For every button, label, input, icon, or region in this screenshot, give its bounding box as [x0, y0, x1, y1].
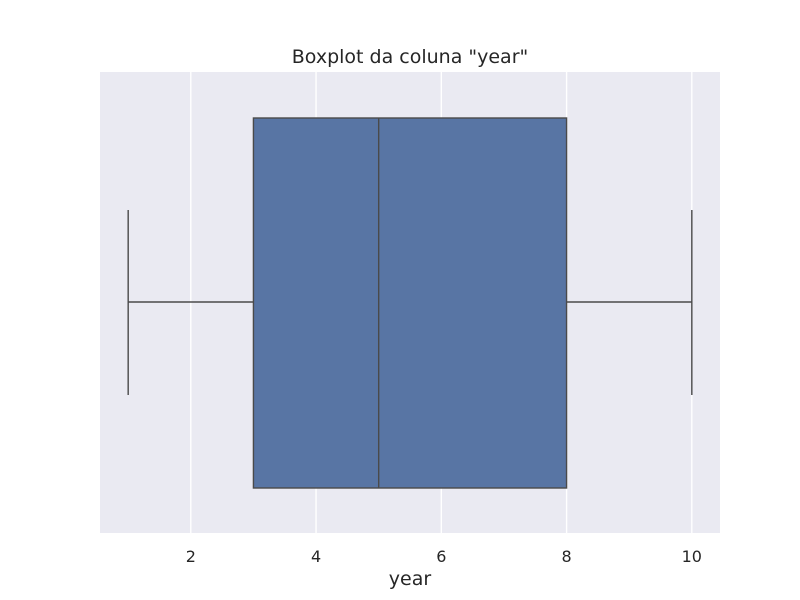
chart-title: Boxplot da coluna "year" — [291, 46, 529, 68]
x-tick-label-6: 6 — [436, 547, 446, 566]
x-tick-label-10: 10 — [682, 547, 702, 566]
x-tick-label-8: 8 — [561, 547, 571, 566]
iqr-box — [252, 117, 568, 489]
x-tick-label-4: 4 — [311, 547, 321, 566]
x-tick-label-2: 2 — [186, 547, 196, 566]
x-axis-label: year — [388, 568, 432, 590]
